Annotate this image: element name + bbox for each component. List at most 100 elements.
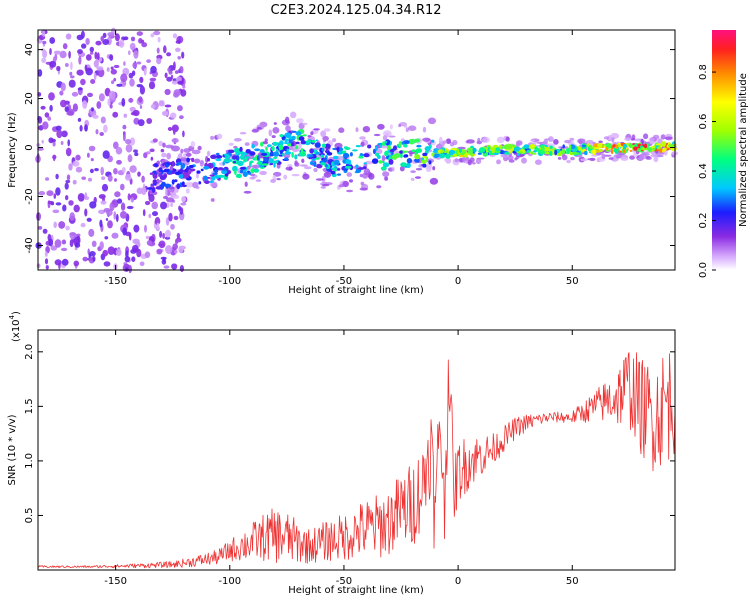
spectrogram-cell — [326, 152, 333, 156]
spectrogram-cell — [143, 68, 147, 76]
y-tick-label: 40 — [24, 43, 35, 56]
spectrogram-cell — [38, 191, 46, 196]
spectrogram-cell — [165, 245, 173, 254]
spectrogram-cell — [615, 144, 619, 149]
spectrogram-cell — [129, 42, 136, 51]
spectrogram-cell — [171, 80, 178, 85]
spectrogram-cell — [477, 152, 482, 155]
spectrogram-cell — [109, 103, 113, 109]
spectrogram-cell — [467, 148, 473, 155]
spectrogram-cell — [85, 67, 93, 76]
spectrogram-cell — [205, 155, 209, 163]
spectrogram-cell — [309, 148, 314, 154]
spectrogram-cell — [156, 249, 163, 255]
spectrogram-cell — [171, 171, 176, 175]
spectrogram-cell — [100, 166, 104, 176]
spectrogram-cell — [116, 159, 122, 165]
spectrogram-cell — [89, 251, 96, 257]
spectrogram-cell — [382, 160, 385, 164]
spectrogram-cell — [382, 135, 388, 141]
spectrogram-cell — [342, 150, 347, 154]
spectrogram-cell — [209, 174, 215, 177]
spectrogram-cell — [267, 144, 272, 147]
spectrogram-cell — [78, 55, 82, 65]
spectrogram-cell — [300, 140, 307, 145]
spectrogram-cell — [295, 131, 302, 136]
spectrogram-cell — [652, 134, 660, 140]
spectrogram-cell — [566, 159, 571, 164]
snr-multiplier: (x104) — [8, 311, 22, 342]
spectrogram-cell — [167, 127, 173, 131]
spectrogram-cell — [65, 195, 69, 201]
spectrogram-cell — [403, 140, 410, 145]
spectrogram-cell — [244, 181, 248, 187]
spectrogram-cell — [61, 239, 67, 245]
spectrogram-cell — [285, 125, 291, 132]
spectrogram-cell — [557, 157, 562, 160]
spectrogram-cell — [259, 149, 265, 153]
spectrogram-cell — [249, 160, 254, 164]
spectrogram-cell — [363, 153, 370, 158]
spectrogram-cell — [166, 152, 171, 160]
spectrogram-cell — [334, 142, 343, 149]
spectrogram-cell — [165, 229, 171, 238]
spectrogram-cell — [111, 80, 115, 85]
spectrogram-cell — [171, 145, 180, 152]
spectrogram-cell — [175, 238, 179, 245]
spectrogram-cell — [162, 110, 169, 116]
spectrogram-cell — [133, 50, 139, 59]
spectrogram-cell — [487, 146, 490, 152]
spectrogram-cell — [200, 168, 204, 172]
spectrogram-cell — [589, 157, 596, 162]
spectrogram-cell — [382, 162, 390, 168]
spectrogram-cell — [88, 145, 96, 152]
spectrogram-cell — [70, 61, 73, 70]
spectrogram-cell — [251, 144, 255, 149]
spectrogram-cell — [36, 263, 41, 269]
spectrogram-cell — [177, 80, 184, 85]
spectrogram-cell — [239, 146, 243, 152]
spectrogram-cell — [622, 144, 628, 149]
spectrogram-cell — [88, 177, 92, 182]
spectrogram-cell — [271, 146, 275, 152]
spectrogram-cell — [137, 171, 141, 177]
x-tick-label: -50 — [336, 276, 352, 287]
spectrogram-cell — [415, 167, 423, 171]
spectrogram-cell — [89, 46, 95, 53]
spectrogram-cell — [398, 141, 402, 147]
snr-x-label: Height of straight line (km) — [288, 585, 424, 596]
spectrogram-cell — [162, 257, 166, 262]
snr-multiplier-exp: 4 — [8, 314, 16, 319]
spectrogram-cell — [466, 139, 475, 144]
spectrogram-cell — [254, 148, 261, 152]
spectrogram-cell — [488, 150, 492, 155]
spectrogram-cell — [95, 40, 102, 46]
spectrogram-cell — [151, 201, 158, 210]
spectrogram-cell — [283, 174, 288, 180]
spectrogram-cell — [101, 183, 109, 192]
spectrogram-cell — [273, 160, 279, 164]
spectrogram-cell — [96, 101, 102, 109]
spectrogram-cell — [259, 170, 267, 176]
spectrogram-cell — [141, 175, 145, 183]
spectrogram-cell — [150, 156, 154, 161]
spectrogram-cell — [196, 170, 201, 174]
spectrogram-cell — [102, 39, 110, 45]
spectrogram-cell — [338, 127, 345, 133]
spectrogram-cell — [62, 204, 67, 212]
spectrogram-cell — [114, 33, 120, 42]
spectrogram-cell — [115, 146, 123, 155]
spectrogram-cell — [65, 179, 71, 184]
spectrogram-cell — [411, 149, 416, 152]
x-tick-label: -100 — [218, 576, 241, 587]
spectrogram-cell — [260, 152, 268, 156]
spectrogram-cell — [315, 139, 319, 142]
spectrogram-cell — [139, 76, 144, 83]
spectrogram-cell — [152, 211, 158, 217]
spectrogram-cell — [164, 72, 168, 79]
spectrogram-cell — [233, 138, 242, 142]
spectrogram-cell — [414, 154, 421, 160]
spectrogram-cell — [384, 140, 388, 144]
spectrogram-cell — [44, 258, 49, 265]
spectrogram-cell — [84, 64, 88, 72]
